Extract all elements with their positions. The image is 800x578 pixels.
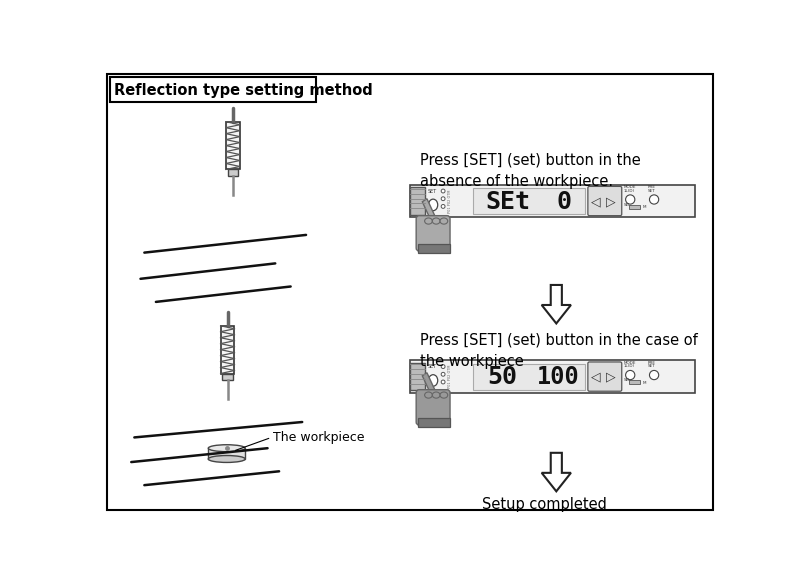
Ellipse shape	[441, 365, 445, 369]
Ellipse shape	[650, 195, 658, 204]
Bar	[630, 380, 640, 384]
Ellipse shape	[440, 218, 448, 224]
Polygon shape	[542, 285, 571, 324]
Text: SET: SET	[428, 364, 437, 369]
Ellipse shape	[650, 370, 658, 380]
Bar	[418, 244, 450, 253]
Text: ▷: ▷	[606, 371, 616, 384]
Text: ◁: ◁	[590, 195, 600, 208]
Ellipse shape	[425, 392, 432, 398]
Text: SEL: SEL	[623, 378, 630, 382]
Bar	[208, 448, 246, 459]
Ellipse shape	[440, 392, 448, 398]
Bar	[418, 418, 450, 427]
Ellipse shape	[208, 455, 246, 462]
Bar	[222, 373, 233, 380]
Text: Press [SET] (set) button in the case of
the workpiece: Press [SET] (set) button in the case of …	[420, 333, 698, 369]
FancyBboxPatch shape	[416, 216, 450, 251]
Bar	[227, 169, 238, 176]
Ellipse shape	[432, 218, 440, 224]
Bar	[473, 188, 585, 214]
Bar	[221, 326, 234, 373]
Ellipse shape	[441, 380, 445, 384]
Text: The workpiece: The workpiece	[273, 431, 365, 444]
Text: P01 P02 OTM: P01 P02 OTM	[448, 365, 452, 388]
Ellipse shape	[432, 392, 440, 398]
Ellipse shape	[441, 189, 445, 193]
Text: SEt: SEt	[486, 190, 530, 214]
Text: SET: SET	[648, 189, 656, 193]
Bar	[410, 185, 695, 217]
Text: 50: 50	[487, 365, 518, 390]
Ellipse shape	[441, 197, 445, 201]
Bar	[226, 122, 240, 169]
Ellipse shape	[626, 370, 635, 380]
Ellipse shape	[441, 205, 445, 208]
Bar	[410, 363, 426, 391]
Text: M: M	[642, 205, 646, 209]
Text: Press [SET] (set) button in the
absence of the workpiece.: Press [SET] (set) button in the absence …	[420, 153, 641, 188]
Text: ▷: ▷	[606, 195, 616, 208]
Text: 0: 0	[557, 190, 571, 214]
Text: 100: 100	[537, 365, 579, 390]
Text: SEL: SEL	[623, 203, 630, 207]
Ellipse shape	[208, 444, 246, 451]
Text: P01 P02 OTM: P01 P02 OTM	[448, 190, 452, 213]
Bar	[226, 122, 240, 169]
Polygon shape	[422, 373, 436, 396]
Text: MODE: MODE	[623, 361, 636, 365]
Text: SET: SET	[428, 188, 437, 194]
Polygon shape	[422, 199, 436, 222]
Ellipse shape	[626, 195, 635, 204]
FancyBboxPatch shape	[588, 362, 622, 391]
Bar	[221, 326, 234, 373]
Bar	[110, 77, 316, 102]
Text: 1L(D): 1L(D)	[623, 364, 634, 368]
Text: Setup completed: Setup completed	[482, 497, 607, 512]
Text: SET: SET	[648, 364, 656, 368]
Bar	[410, 187, 426, 215]
Bar	[473, 364, 585, 390]
Text: ◁: ◁	[590, 371, 600, 384]
FancyBboxPatch shape	[588, 186, 622, 216]
Text: M: M	[642, 380, 646, 384]
Ellipse shape	[429, 375, 438, 386]
Text: MODE: MODE	[623, 185, 636, 189]
Text: 1L(D): 1L(D)	[623, 189, 634, 193]
Ellipse shape	[429, 199, 438, 211]
FancyBboxPatch shape	[416, 390, 450, 425]
Ellipse shape	[425, 218, 432, 224]
Text: PRE: PRE	[648, 185, 656, 189]
Ellipse shape	[441, 372, 445, 376]
Polygon shape	[542, 453, 571, 491]
Bar	[630, 205, 640, 209]
Text: PRE: PRE	[648, 361, 656, 365]
Text: Reflection type setting method: Reflection type setting method	[114, 83, 373, 98]
Bar	[410, 361, 695, 393]
